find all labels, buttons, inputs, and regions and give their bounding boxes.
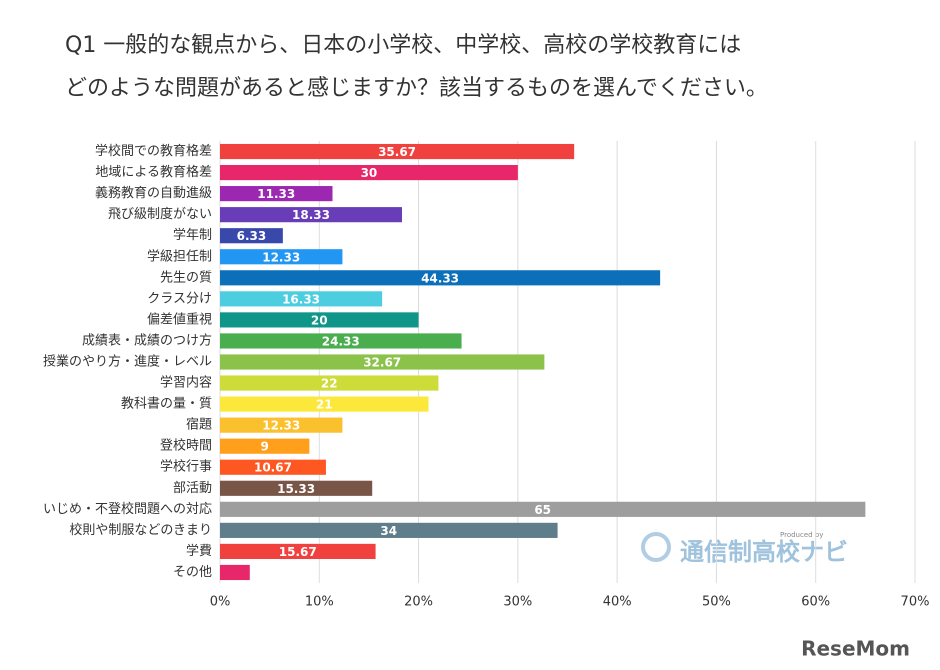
value-label: 6.33 [237,229,267,243]
chart-subtitle: どのような問題があると感じますか？該当するものを選んでください。 [65,76,768,101]
bar [220,459,326,475]
y-tick-label: 地域による教育格差 [95,164,212,180]
bar [220,143,575,160]
x-tick-label: 70% [901,595,930,610]
logo-icon [641,532,671,562]
value-label: 16.33 [282,292,320,306]
value-label: 34 [380,524,397,538]
value-label: 24.33 [322,334,360,348]
value-label: 20 [311,313,328,327]
bar [220,564,250,581]
y-tick-label: その他 [173,565,212,580]
bar [220,480,373,496]
bar [220,228,283,244]
bar [220,291,383,307]
value-label: 22 [321,377,338,391]
value-label: 12.33 [262,250,300,264]
y-tick-label: 部活動 [173,481,212,496]
bar [220,501,866,517]
bar [220,186,333,202]
y-tick-label: 授業のやり方・進度・レベル [43,354,212,370]
chart-title: Q1 一般的な観点から、日本の小学校、中学校、高校の学校教育には [65,33,741,58]
y-tick-label: 学級担任制 [147,248,212,264]
bar [220,396,429,412]
bar [220,312,419,328]
x-tick-label: 10% [305,595,334,610]
y-tick-label: 学年制 [173,227,212,243]
bar [220,522,558,538]
watermark-logo: 通信制高校ナビ [680,538,848,566]
bar [220,207,402,223]
y-tick-label: 先生の質 [160,270,212,285]
value-label: 21 [316,398,333,412]
bar [220,417,343,433]
value-label: 32.67 [363,356,401,370]
y-tick-label: いじめ・不登校問題への対応 [43,501,212,517]
bar [220,164,518,181]
y-tick-label: 校則や制服などのきまり [69,522,212,538]
y-tick-label: クラス分け [147,291,212,306]
value-label: 15.67 [279,545,317,559]
y-tick-label: 学校間での教育格差 [95,143,212,159]
y-tick-label: 登校時間 [160,438,212,454]
y-tick-label: 学習内容 [160,375,212,391]
value-label: 44.33 [421,271,459,285]
y-tick-label: 飛び級制度がない [108,206,212,222]
x-tick-label: 20% [404,595,433,610]
bar [220,375,439,391]
y-tick-label: 学校行事 [160,459,212,475]
bar [220,354,545,370]
y-tick-label: 学費 [186,543,212,559]
value-label: 30 [361,166,378,180]
bar [220,543,376,560]
x-tick-label: 60% [801,595,830,610]
value-label: 18.33 [292,208,330,222]
watermark-credit: Produced by [780,531,823,539]
value-label: 15.33 [277,482,315,496]
x-tick-label: 0% [210,595,231,610]
value-label: 12.33 [262,419,300,433]
bar [220,438,310,454]
value-label: 9 [260,440,268,454]
x-tick-label: 30% [503,595,532,610]
value-label: 11.33 [257,187,295,201]
bar [220,249,343,265]
x-tick-label: 40% [603,595,632,610]
bar [220,333,462,349]
bar [220,270,661,286]
x-tick-label: 50% [702,595,731,610]
y-tick-label: 成績表・成績のつけ方 [82,332,212,348]
y-tick-label: 偏差値重視 [147,311,212,327]
watermark-source: ReseMom [801,637,910,661]
y-tick-label: 宿題 [186,417,212,433]
value-label: 10.67 [254,461,292,475]
value-label: 35.67 [378,145,416,159]
value-label: 65 [534,503,551,517]
y-tick-label: 義務教育の自動進級 [95,185,212,201]
y-tick-label: 教科書の量・質 [121,396,212,412]
